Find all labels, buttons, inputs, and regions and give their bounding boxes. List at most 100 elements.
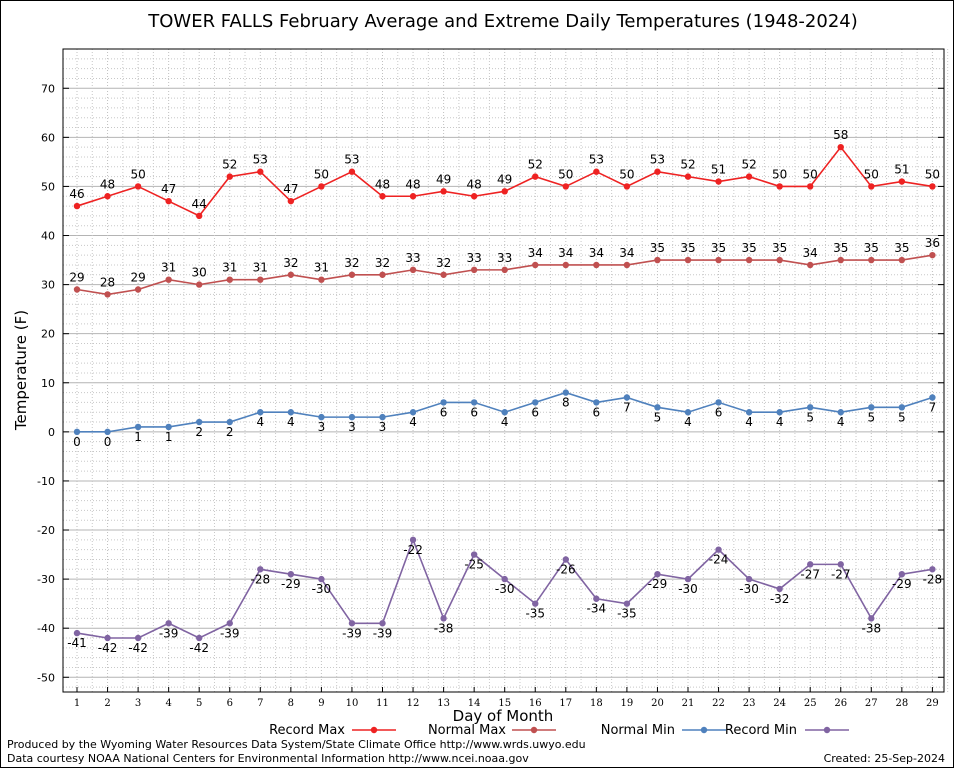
data-label: -28 bbox=[250, 572, 270, 586]
data-label: 52 bbox=[222, 158, 237, 172]
data-point bbox=[318, 413, 325, 421]
data-point bbox=[287, 197, 295, 205]
data-label: 30 bbox=[192, 266, 207, 280]
data-point bbox=[745, 409, 753, 416]
data-point bbox=[715, 256, 722, 264]
x-tick-label: 17 bbox=[559, 698, 572, 709]
y-tick-label: -50 bbox=[37, 671, 55, 684]
legend-marker bbox=[370, 726, 378, 734]
data-point bbox=[165, 620, 172, 627]
data-point bbox=[226, 620, 233, 627]
data-label: -28 bbox=[923, 572, 943, 586]
footer-created-date: Created: 25-Sep-2024 bbox=[823, 752, 945, 765]
data-point bbox=[409, 266, 417, 274]
data-label: 53 bbox=[589, 153, 604, 167]
data-label: 35 bbox=[680, 241, 695, 255]
data-point bbox=[104, 428, 111, 436]
data-point bbox=[501, 575, 508, 583]
data-label: 50 bbox=[619, 167, 634, 181]
x-tick-label: 2 bbox=[104, 698, 110, 709]
x-tick-label: 6 bbox=[227, 698, 233, 709]
data-point bbox=[134, 634, 142, 642]
data-label: 6 bbox=[440, 405, 448, 419]
data-point bbox=[745, 173, 753, 180]
data-label: -34 bbox=[587, 602, 607, 616]
data-label: 50 bbox=[864, 167, 879, 181]
data-point bbox=[440, 188, 447, 195]
data-point bbox=[684, 409, 692, 416]
x-tick-label: 15 bbox=[498, 698, 511, 709]
data-point bbox=[593, 261, 600, 269]
data-label: -39 bbox=[159, 626, 179, 640]
data-label: 5 bbox=[898, 410, 906, 424]
data-point bbox=[257, 409, 264, 416]
data-point bbox=[562, 556, 569, 563]
data-point bbox=[165, 276, 172, 283]
legend: Record Max Normal Max Normal Min Record Min bbox=[269, 723, 849, 738]
data-point bbox=[745, 575, 753, 583]
x-tick-label: 21 bbox=[682, 698, 695, 709]
x-tick-label: 16 bbox=[529, 698, 542, 709]
y-tick-label: 30 bbox=[41, 279, 55, 292]
data-label: -39 bbox=[342, 626, 362, 640]
data-label: 35 bbox=[864, 241, 879, 255]
x-tick-label: 4 bbox=[165, 698, 171, 709]
data-point bbox=[898, 178, 906, 185]
data-label: 7 bbox=[929, 400, 937, 414]
data-label: -29 bbox=[648, 577, 668, 591]
x-tick-label: 7 bbox=[257, 698, 263, 709]
data-point bbox=[929, 251, 936, 259]
data-point bbox=[807, 404, 814, 411]
data-label: -29 bbox=[281, 577, 301, 591]
data-point bbox=[73, 629, 81, 637]
data-label: -30 bbox=[495, 582, 515, 596]
data-point bbox=[104, 634, 111, 642]
data-label: 31 bbox=[314, 261, 329, 275]
series-record-max: 46 48 50 47 44 52 53 47 50 53 48 48 49 48 49 52 50 53 50 53… bbox=[69, 128, 940, 220]
data-point bbox=[196, 281, 203, 288]
x-tick-label: 13 bbox=[437, 698, 450, 709]
x-tick-label: 18 bbox=[590, 698, 603, 709]
data-label: 5 bbox=[806, 410, 814, 424]
data-label: 53 bbox=[253, 153, 268, 167]
legend-label: Normal Max bbox=[428, 723, 506, 738]
data-label: 33 bbox=[497, 251, 512, 265]
data-point bbox=[684, 173, 692, 180]
data-label: 47 bbox=[161, 182, 176, 196]
y-tick-label: -30 bbox=[37, 573, 55, 586]
data-point bbox=[929, 566, 936, 573]
data-point bbox=[226, 418, 233, 426]
data-point bbox=[807, 183, 814, 190]
x-tick-label: 1 bbox=[74, 698, 80, 709]
data-label: -42 bbox=[98, 641, 118, 655]
data-label: -30 bbox=[739, 582, 759, 596]
data-label: 29 bbox=[130, 271, 145, 285]
x-tick-label: 20 bbox=[651, 698, 664, 709]
y-tick-label: 40 bbox=[41, 230, 55, 243]
data-point bbox=[868, 256, 875, 264]
data-point bbox=[562, 389, 569, 396]
x-tick-label: 11 bbox=[376, 698, 389, 709]
data-label: 53 bbox=[344, 153, 359, 167]
data-point bbox=[409, 193, 417, 200]
footer-data-courtesy: Data courtesy NOAA National Centers for … bbox=[7, 752, 529, 765]
x-tick-label: 9 bbox=[318, 698, 324, 709]
y-tick-label: 50 bbox=[41, 180, 55, 193]
data-point bbox=[929, 394, 936, 401]
data-label: 32 bbox=[283, 256, 298, 270]
data-point bbox=[104, 291, 111, 298]
data-point bbox=[409, 409, 417, 416]
data-label: 3 bbox=[318, 420, 326, 434]
data-point bbox=[868, 183, 875, 190]
x-tick-label: 10 bbox=[346, 698, 359, 709]
data-label: -30 bbox=[678, 582, 698, 596]
data-label: 50 bbox=[314, 167, 329, 181]
data-label: 3 bbox=[348, 420, 356, 434]
data-point bbox=[257, 566, 264, 573]
data-point bbox=[715, 399, 722, 406]
data-point bbox=[73, 428, 81, 436]
x-tick-label: 22 bbox=[712, 698, 725, 709]
data-point bbox=[898, 570, 906, 578]
data-label: 1 bbox=[165, 430, 173, 444]
data-label: 58 bbox=[833, 128, 848, 142]
